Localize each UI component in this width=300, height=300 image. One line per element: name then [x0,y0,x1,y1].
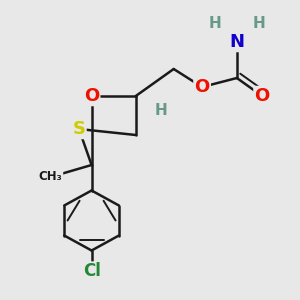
Text: H: H [155,103,167,118]
Text: O: O [194,78,210,96]
Text: CH₃: CH₃ [39,170,62,184]
Text: methyl: methyl [40,176,45,178]
Text: Cl: Cl [82,262,100,280]
Text: O: O [254,87,270,105]
Text: H: H [208,16,221,32]
Text: S: S [72,120,86,138]
Text: O: O [84,87,99,105]
Text: N: N [229,33,244,51]
Text: H: H [253,16,265,32]
